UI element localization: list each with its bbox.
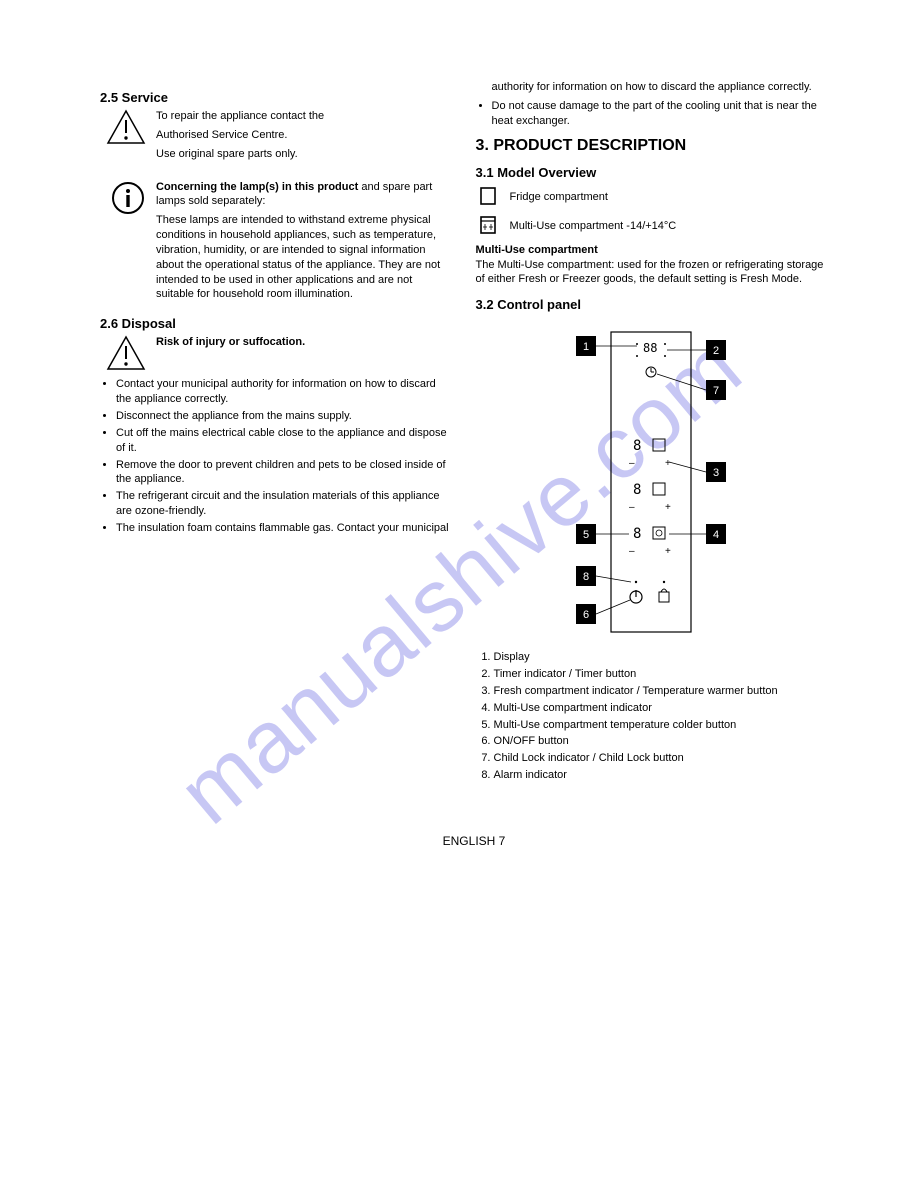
- svg-text:2: 2: [713, 345, 719, 357]
- warning2-line1: Risk of injury or suffocation.: [156, 335, 452, 350]
- svg-text:–: –: [629, 546, 635, 557]
- page-footer: ENGLISH 7: [100, 834, 848, 848]
- legend-item: Alarm indicator: [494, 768, 828, 783]
- legend-item: Timer indicator / Timer button: [494, 667, 828, 682]
- svg-text:8: 8: [633, 482, 641, 498]
- left-column: 2.5 Service To repair the appliance cont…: [100, 80, 452, 794]
- legend-item: Multi-Use compartment temperature colder…: [494, 718, 828, 733]
- svg-text:7: 7: [713, 385, 719, 397]
- svg-text:+: +: [665, 502, 671, 513]
- legend-item: ON/OFF button: [494, 734, 828, 749]
- svg-text:8: 8: [583, 571, 589, 583]
- lamps-heading: Concerning the lamp(s) in this product: [156, 181, 358, 193]
- warning-icon: [100, 109, 146, 166]
- product-description-heading: 3. PRODUCT DESCRIPTION: [476, 137, 828, 155]
- multiuse-label: Multi-Use compartment -14/+14°C: [510, 220, 677, 232]
- svg-text:+: +: [665, 546, 671, 557]
- svg-text:4: 4: [713, 529, 719, 541]
- continuation-1: authority for information on how to disc…: [492, 80, 828, 95]
- warning1-line2: Authorised Service Centre.: [156, 128, 452, 143]
- warning1-line3: Use original spare parts only.: [156, 147, 452, 162]
- multiuse-body: The Multi-Use compartment: used for the …: [476, 258, 828, 288]
- page-content: 2.5 Service To repair the appliance cont…: [0, 0, 918, 888]
- svg-text:8: 8: [633, 526, 641, 542]
- panel-legend: Display Timer indicator / Timer button F…: [476, 650, 828, 783]
- svg-text:–: –: [629, 458, 635, 469]
- list-item: Disconnect the appliance from the mains …: [116, 409, 452, 424]
- fridge-icon: [478, 186, 498, 209]
- svg-text:+: +: [665, 458, 671, 469]
- warning-icon: [100, 335, 146, 371]
- svg-text:–: –: [629, 502, 635, 513]
- multiuse-subheading: Multi-Use compartment: [476, 244, 828, 256]
- list-item: Contact your municipal authority for inf…: [116, 377, 452, 407]
- service-heading: 2.5 Service: [100, 90, 452, 105]
- list-item: Remove the door to prevent children and …: [116, 458, 452, 488]
- legend-item: Display: [494, 650, 828, 665]
- control-panel-diagram: 88 8 – + 8 –: [476, 322, 828, 642]
- legend-item: Multi-Use compartment indicator: [494, 701, 828, 716]
- svg-text:3: 3: [713, 467, 719, 479]
- model-overview-heading: 3.1 Model Overview: [476, 165, 828, 180]
- list-item: The insulation foam contains flammable g…: [116, 521, 452, 536]
- legend-item: Child Lock indicator / Child Lock button: [494, 751, 828, 766]
- svg-text:6: 6: [583, 609, 589, 621]
- disposal-list: Contact your municipal authority for inf…: [100, 377, 452, 535]
- svg-text:88: 88: [643, 341, 657, 355]
- control-panel-heading: 3.2 Control panel: [476, 297, 828, 312]
- warning1-line1: To repair the appliance contact the: [156, 109, 452, 124]
- disposal-heading: 2.6 Disposal: [100, 316, 452, 331]
- legend-item: Fresh compartment indicator / Temperatur…: [494, 684, 828, 699]
- lamps-body: These lamps are intended to withstand ex…: [156, 213, 452, 302]
- list-item: The refrigerant circuit and the insulati…: [116, 489, 452, 519]
- svg-text:1: 1: [583, 341, 589, 353]
- svg-text:8: 8: [633, 438, 641, 454]
- continuation-2: Do not cause damage to the part of the c…: [492, 99, 828, 129]
- list-item: Cut off the mains electrical cable close…: [116, 426, 452, 456]
- freezer-icon: [478, 215, 498, 238]
- svg-text:5: 5: [583, 529, 589, 541]
- right-column: authority for information on how to disc…: [476, 80, 828, 794]
- info-icon: [100, 180, 146, 307]
- fridge-label: Fridge compartment: [510, 191, 608, 203]
